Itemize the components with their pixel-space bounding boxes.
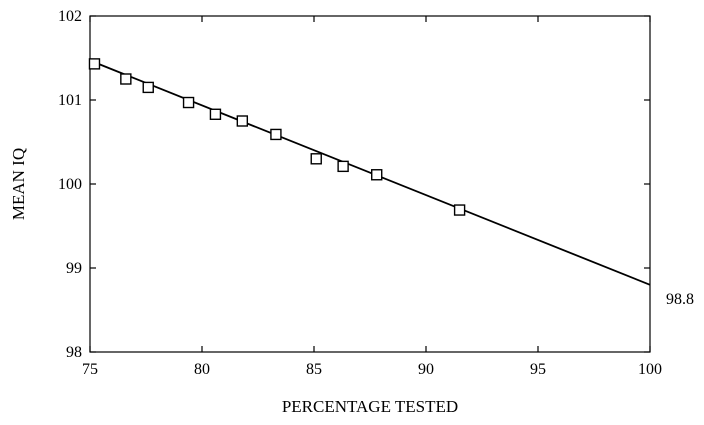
x-tick-label: 90	[418, 361, 434, 378]
plot-area-frame	[89, 15, 651, 353]
y-tick-label: 101	[58, 92, 82, 109]
data-points	[88, 58, 466, 216]
x-tick-label: 85	[306, 361, 322, 378]
annotations: 98.8	[666, 291, 694, 308]
fit-line	[89, 59, 651, 286]
x-tick-label: 80	[194, 361, 210, 378]
data-point	[142, 81, 154, 94]
annotation-label: 98.8	[666, 291, 694, 308]
data-point	[337, 160, 349, 173]
data-point	[270, 128, 282, 141]
y-tick-label: 99	[66, 260, 82, 277]
y-axis-ticks: 98 99 100 101 102	[58, 8, 650, 361]
data-point	[209, 108, 222, 120]
data-point	[120, 73, 132, 85]
y-tick-label: 98	[66, 344, 82, 361]
x-tick-label: 100	[638, 361, 662, 378]
data-point	[182, 96, 195, 109]
x-tick-label: 75	[82, 361, 98, 378]
data-point	[453, 204, 466, 216]
data-point	[371, 169, 383, 181]
fit-line-group	[89, 59, 651, 286]
x-axis-title: PERCENTAGE TESTED	[282, 397, 458, 416]
data-point	[310, 153, 322, 165]
x-axis-ticks: 75 80 85 90 95 100	[82, 16, 662, 378]
y-tick-label: 100	[58, 176, 82, 193]
x-tick-label: 95	[530, 361, 546, 378]
data-point	[88, 58, 101, 70]
y-axis-title: MEAN IQ	[9, 148, 28, 220]
data-point	[236, 115, 249, 127]
y-tick-label: 102	[58, 8, 82, 25]
